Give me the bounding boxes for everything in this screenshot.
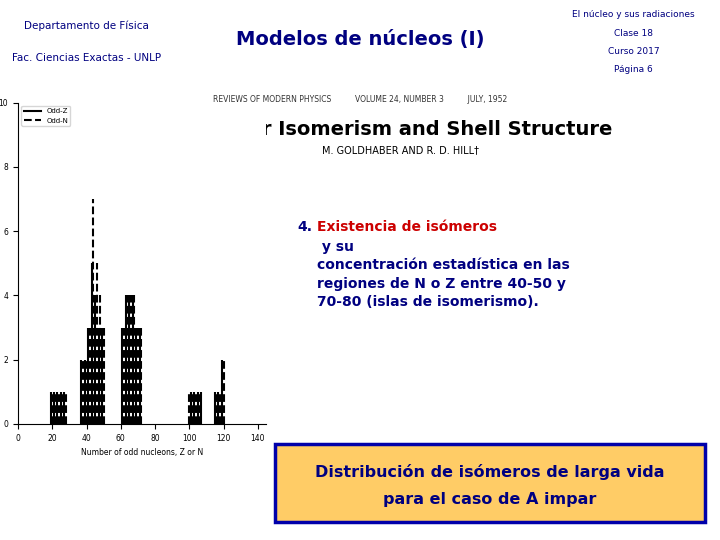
Text: Existencia de isómeros: Existencia de isómeros	[317, 220, 497, 234]
Legend: Odd-Z, Odd-N: Odd-Z, Odd-N	[22, 106, 71, 126]
Text: Clase 18: Clase 18	[614, 29, 653, 38]
Text: 4.: 4.	[297, 220, 312, 234]
X-axis label: Number of odd nucleons, Z or N: Number of odd nucleons, Z or N	[81, 448, 203, 457]
Text: Modelos de núcleos (I): Modelos de núcleos (I)	[235, 30, 485, 50]
Text: Distribución de isómeros de larga vida: Distribución de isómeros de larga vida	[315, 464, 665, 480]
Text: y su
concentración estadística en las
regiones de N o Z entre 40-50 y
70-80 (isl: y su concentración estadística en las re…	[317, 240, 570, 309]
Text: REVIEWS OF MODERN PHYSICS          VOLUME 24, NUMBER 3          JULY, 1952: REVIEWS OF MODERN PHYSICS VOLUME 24, NUM…	[213, 96, 507, 104]
Text: M. GOLDHABER AND R. D. HILL†: M. GOLDHABER AND R. D. HILL†	[322, 145, 479, 155]
Text: Nuclear Isomerism and Shell Structure: Nuclear Isomerism and Shell Structure	[187, 120, 613, 139]
Text: Departamento de Física: Departamento de Física	[24, 21, 149, 31]
Text: El núcleo y sus radiaciones: El núcleo y sus radiaciones	[572, 10, 695, 19]
FancyBboxPatch shape	[275, 444, 705, 522]
Text: Curso 2017: Curso 2017	[608, 46, 660, 56]
Text: Fac. Ciencias Exactas - UNLP: Fac. Ciencias Exactas - UNLP	[12, 52, 161, 63]
Text: Página 6: Página 6	[614, 65, 653, 74]
Text: para el caso de A impar: para el caso de A impar	[383, 492, 597, 508]
